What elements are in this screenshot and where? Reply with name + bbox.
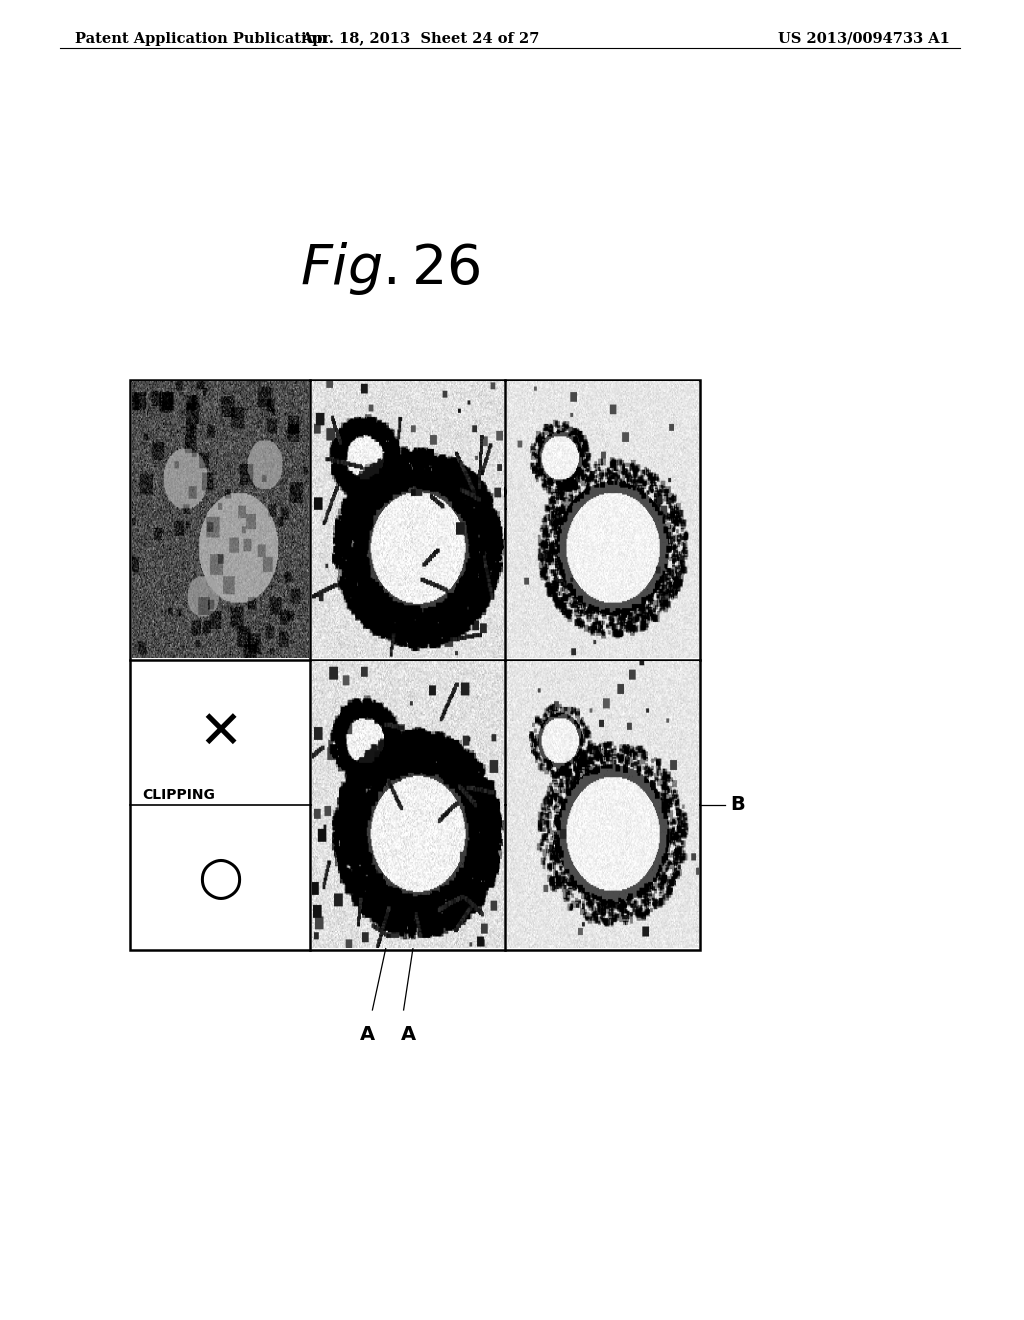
Bar (134, 630, 294, 655)
Text: CLIPPING: CLIPPING (142, 788, 215, 803)
Text: Apr. 18, 2013  Sheet 24 of 27: Apr. 18, 2013 Sheet 24 of 27 (301, 32, 540, 46)
Text: A: A (401, 1026, 416, 1044)
Text: REMOVAL OF
REDUNDANT
COMPONENT: REMOVAL OF REDUNDANT COMPONENT (412, 487, 518, 544)
Text: ✕: ✕ (198, 706, 242, 759)
Text: ORIGINAL IMAGE: ORIGINAL IMAGE (148, 635, 280, 649)
Text: ○: ○ (578, 483, 628, 540)
Text: ✕: ✕ (329, 483, 377, 540)
Text: Patent Application Publication: Patent Application Publication (75, 32, 327, 46)
Text: ○: ○ (197, 851, 243, 903)
Text: US 2013/0094733 A1: US 2013/0094733 A1 (778, 32, 950, 46)
Text: A: A (359, 1026, 375, 1044)
Text: B: B (730, 796, 744, 814)
Bar (130, 380, 700, 950)
Text: $\mathit{Fig.26}$: $\mathit{Fig.26}$ (300, 240, 480, 297)
